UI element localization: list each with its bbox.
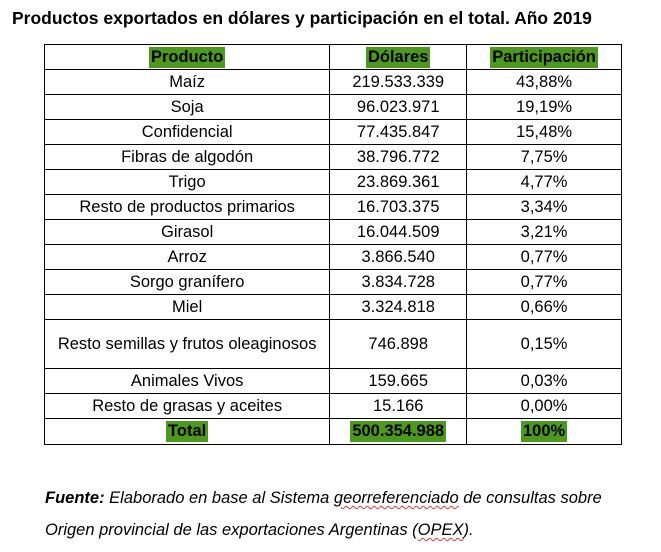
dollars-cell: 77.435.847	[329, 119, 468, 145]
table-row: Resto semillas y frutos oleaginosos 746.8…	[43, 319, 622, 369]
share-cell: 0,15%	[466, 319, 622, 369]
table-total-row: Total 500.354.988 100%	[43, 418, 622, 445]
product-cell: Girasol	[43, 219, 331, 245]
source-text: Elaborado en base al Sistema	[104, 489, 334, 507]
dollars-cell: 746.898	[329, 319, 468, 369]
table-row: Animales Vivos 159.665 0,03%	[43, 368, 622, 394]
header-dollars: Dólares	[329, 44, 468, 70]
table-row: Maíz 219.533.339 43,88%	[43, 69, 622, 95]
exports-table: Producto Dólares Participación Maíz 219.5…	[43, 44, 622, 445]
share-cell: 19,19%	[466, 94, 622, 120]
total-dollars-cell: 500.354.988	[329, 418, 468, 445]
dollars-cell: 38.796.772	[329, 144, 468, 170]
table-row: Girasol 16.044.509 3,21%	[43, 219, 622, 245]
share-cell: 0,00%	[466, 393, 622, 419]
share-cell: 3,34%	[466, 194, 622, 220]
source-abbreviation: OPEX	[417, 521, 464, 539]
total-label-cell: Total	[43, 418, 331, 445]
dollars-cell: 159.665	[329, 368, 468, 394]
product-cell: Maíz	[43, 69, 331, 95]
product-cell: Soja	[43, 94, 331, 120]
dollars-cell: 16.703.375	[329, 194, 468, 220]
table-row: Soja 96.023.971 19,19%	[43, 94, 622, 120]
share-cell: 0,77%	[466, 269, 622, 295]
product-cell: Animales Vivos	[43, 368, 331, 394]
table-row: Arroz 3.866.540 0,77%	[43, 244, 622, 270]
table-row: Sorgo granífero 3.834.728 0,77%	[43, 269, 622, 295]
product-cell: Resto semillas y frutos oleaginosos	[43, 319, 331, 369]
dollars-cell: 15.166	[329, 393, 468, 419]
share-cell: 3,21%	[466, 219, 622, 245]
product-cell: Fibras de algodón	[43, 144, 331, 170]
source-text-end: ).	[463, 521, 474, 539]
table-row: Fibras de algodón 38.796.772 7,75%	[43, 144, 622, 170]
product-cell: Resto de productos primarios	[43, 194, 331, 220]
product-cell: Arroz	[43, 244, 331, 270]
product-cell: Sorgo granífero	[43, 269, 331, 295]
share-cell: 0,03%	[466, 368, 622, 394]
dollars-cell: 23.869.361	[329, 169, 468, 195]
header-share: Participación	[466, 44, 622, 70]
share-cell: 4,77%	[466, 169, 622, 195]
dollars-cell: 3.866.540	[329, 244, 468, 270]
share-cell: 7,75%	[466, 144, 622, 170]
share-cell: 15,48%	[466, 119, 622, 145]
product-cell: Miel	[43, 294, 331, 320]
product-cell: Confidencial	[43, 119, 331, 145]
source-squiggly-word: georreferenciado	[333, 489, 459, 507]
table-row: Miel 3.324.818 0,66%	[43, 294, 622, 320]
share-cell: 0,77%	[466, 244, 622, 270]
dollars-cell: 3.834.728	[329, 269, 468, 295]
source-text-continued: de consultas sobre Origen provincial de …	[45, 489, 602, 539]
source-note: Fuente: Elaborado en base al Sistema geo…	[45, 482, 645, 546]
dollars-cell: 3.324.818	[329, 294, 468, 320]
share-cell: 0,66%	[466, 294, 622, 320]
table-row: Resto de productos primarios 16.703.375 3,…	[43, 194, 622, 220]
table-header-row: Producto Dólares Participación	[43, 44, 622, 70]
header-product: Producto	[43, 44, 331, 70]
table-row: Trigo 23.869.361 4,77%	[43, 169, 622, 195]
dollars-cell: 96.023.971	[329, 94, 468, 120]
table-row: Confidencial 77.435.847 15,48%	[43, 119, 622, 145]
source-label: Fuente:	[45, 489, 105, 507]
table-title: Productos exportados en dólares y partic…	[12, 8, 592, 28]
dollars-cell: 16.044.509	[329, 219, 468, 245]
dollars-cell: 219.533.339	[329, 69, 468, 95]
table-row: Resto de grasas y aceites 15.166 0,00%	[43, 393, 622, 419]
product-cell: Trigo	[43, 169, 331, 195]
product-cell: Resto de grasas y aceites	[43, 393, 331, 419]
share-cell: 43,88%	[466, 69, 622, 95]
total-share-cell: 100%	[466, 418, 622, 445]
